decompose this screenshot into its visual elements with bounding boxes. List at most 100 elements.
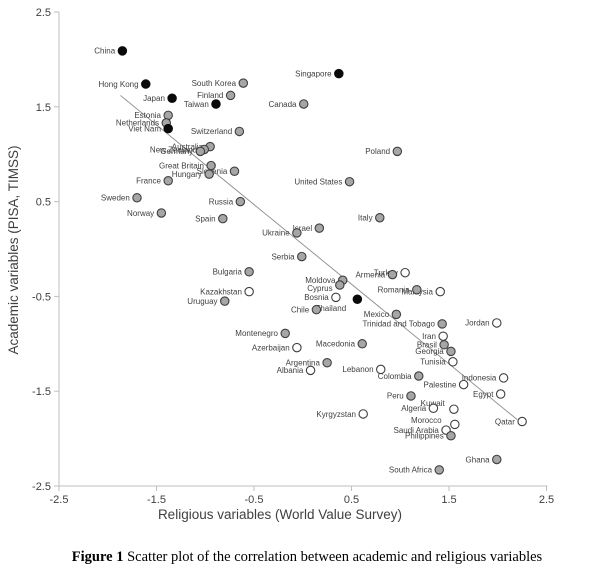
- point-south-africa: [434, 465, 444, 475]
- point-spain: [218, 213, 228, 224]
- point-south-korea: [238, 78, 249, 88]
- x-tick-label: -0.5: [245, 494, 264, 506]
- y-tick-label: -1.5: [32, 386, 51, 398]
- point-iran: [438, 331, 448, 341]
- point-azerbaijan: [292, 342, 302, 353]
- point-japan: [167, 93, 177, 104]
- point-philippines: [446, 431, 456, 441]
- point-label-ghana: Ghana: [466, 455, 491, 464]
- point-palestine: [458, 379, 469, 390]
- axes: -2.5 -1.5 -0.5 0.5 1.5 2.5 2.5 1.5 0.5 -0.5 -1.5 -2…: [32, 7, 554, 506]
- point-label-algeria: Algeria: [401, 404, 426, 413]
- point-label-switzerland: Switzerland: [191, 127, 232, 136]
- point-label-brasil: Brasil: [417, 341, 437, 350]
- point-label-albania: Albania: [277, 366, 304, 375]
- point-label-japan: Japan: [143, 94, 165, 103]
- point-label-russia: Russia: [209, 197, 234, 206]
- y-tick-label: -2.5: [32, 481, 51, 493]
- point-peru: [406, 391, 416, 401]
- point-colombia: [414, 371, 424, 381]
- point-sweden: [132, 193, 142, 203]
- point-label-kazakhstan: Kazakhstan: [200, 287, 242, 296]
- point-label-turkey: Turkey: [374, 269, 398, 278]
- point-label-azerbaijan: Azerbaijan: [252, 343, 290, 352]
- point-label-sweden: Sweden: [101, 194, 130, 203]
- point-italy: [375, 212, 385, 223]
- point-turkey: [400, 267, 410, 278]
- point-albania: [305, 365, 316, 376]
- point-label-philippines: Philippines: [405, 432, 444, 441]
- point-label-hong-kong: Hong Kong: [99, 80, 139, 89]
- point-kuwait: [449, 404, 459, 414]
- point-canada: [298, 99, 309, 109]
- point-algeria: [428, 403, 439, 414]
- point-label-italy: Italy: [358, 214, 373, 223]
- point-switzerland: [234, 126, 245, 137]
- point-label-iran: Iran: [422, 332, 436, 341]
- point-uruguay: [220, 296, 230, 306]
- point-ukraine: [292, 228, 302, 238]
- point-label-tunisia: Tunisia: [420, 358, 446, 367]
- point-label-thailand: Thailand: [315, 304, 346, 313]
- point-chile: [311, 304, 322, 315]
- point-georgia: [446, 346, 456, 357]
- point-label-georgia: Georgia: [415, 347, 444, 356]
- point-slovenia: [229, 166, 240, 177]
- point-ghana: [492, 454, 502, 465]
- point-lebanon: [375, 364, 386, 375]
- y-tick-label: -0.5: [32, 291, 51, 303]
- point-label-egypt: Egypt: [473, 390, 494, 399]
- point-label-taiwan: Taiwan: [184, 100, 209, 109]
- point-label-finland: Finland: [197, 91, 223, 100]
- point-label-ukraine: Ukraine: [262, 229, 290, 238]
- point-label-canada: Canada: [268, 100, 297, 109]
- point-france: [163, 175, 173, 186]
- point-label-poland: Poland: [365, 147, 390, 156]
- point-china: [117, 46, 128, 56]
- point-thailand: [352, 294, 363, 304]
- point-label-morocco: Morocco: [411, 416, 442, 425]
- x-tick-label: 2.5: [539, 494, 554, 506]
- point-label-germany: Germany: [160, 147, 193, 156]
- point-kyrgyzstan: [358, 409, 368, 419]
- point-label-moldova: Moldova: [305, 276, 336, 285]
- point-label-china: China: [94, 47, 115, 56]
- y-tick-label: 1.5: [36, 102, 51, 114]
- y-tick-label: 0.5: [36, 197, 51, 209]
- point-label-trinidad-and-tobago: Trinidad and Tobago: [362, 320, 435, 329]
- point-label-armenia: Armenia: [355, 270, 385, 279]
- point-label-israel: Israel: [293, 224, 313, 233]
- point-label-united-states: United States: [294, 177, 342, 186]
- point-label-south-africa: South Africa: [389, 466, 433, 475]
- point-brasil: [439, 339, 449, 350]
- point-label-netherlands: Netherlands: [116, 119, 159, 128]
- point-malaysia: [435, 286, 445, 297]
- point-montenegro: [280, 328, 290, 339]
- point-tunisia: [448, 357, 458, 367]
- figure-caption: Figure 1 Scatter plot of the correlation…: [0, 549, 614, 566]
- point-label-singapore: Singapore: [295, 69, 332, 78]
- point-jordan: [492, 318, 502, 328]
- point-label-qatar: Qatar: [495, 417, 515, 426]
- x-axis-title: Religious variables (World Value Survey): [158, 507, 402, 522]
- point-label-saudi-arabia: Saudi Arabia: [394, 426, 440, 435]
- point-label-serbia: Serbia: [271, 252, 295, 261]
- point-norway: [156, 208, 167, 218]
- point-label-kyrgyzstan: Kyrgyzstan: [316, 410, 356, 419]
- point-label-mexico: Mexico: [364, 310, 390, 319]
- point-kazakhstan: [244, 286, 254, 297]
- point-label-cyprus: Cyprus: [307, 284, 332, 293]
- scatter-plot: -2.5 -1.5 -0.5 0.5 1.5 2.5 2.5 1.5 0.5 -0.5 -1.5 -2…: [6, 7, 554, 522]
- point-label-argentina: Argentina: [286, 359, 321, 368]
- point-trinidad-and-tobago: [437, 319, 447, 329]
- point-label-kuwait: Kuwait: [421, 399, 446, 408]
- point-label-new-zealand: New Zealand: [150, 145, 197, 154]
- point-argentina: [322, 358, 332, 368]
- point-label-palestine: Palestine: [424, 380, 457, 389]
- point-label-viet-nam: Viet Nam: [128, 124, 161, 133]
- point-singapore: [334, 68, 344, 79]
- point-taiwan: [211, 99, 221, 109]
- point-cyprus: [335, 280, 345, 290]
- figure-caption-label: Figure 1: [71, 549, 124, 565]
